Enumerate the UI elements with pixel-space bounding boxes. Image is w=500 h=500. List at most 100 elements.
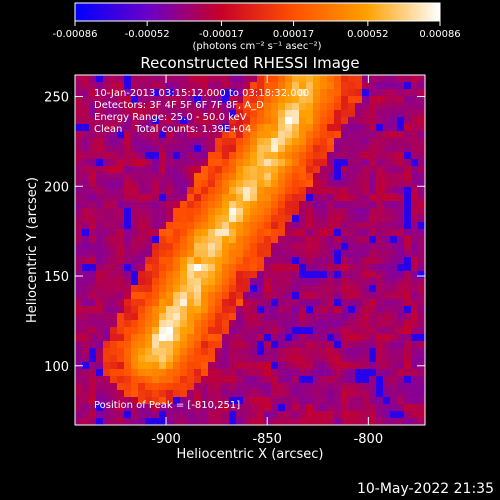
heatmap-cell [376,285,384,293]
heatmap-cell [369,334,377,342]
heatmap-cell [222,320,230,328]
x-axis: -900 -850 -800 [151,75,383,447]
heatmap-cell [250,355,258,363]
heatmap-cell [369,117,377,125]
heatmap-cell [348,313,356,321]
heatmap-cell [341,355,349,363]
heatmap-cell [327,383,335,391]
heatmap-cell [194,159,202,167]
heatmap-cell [327,103,335,111]
heatmap-cell [369,299,377,307]
heatmap-cell [75,355,83,363]
heatmap-cell [124,306,132,314]
heatmap-cell [173,362,181,370]
heatmap-cell [159,278,167,286]
heatmap-cell [369,131,377,139]
heatmap-cell [285,369,293,377]
heatmap-cell [75,376,83,384]
heatmap-cell [418,299,426,307]
heatmap-cell [355,222,363,230]
heatmap-cell [82,299,90,307]
heatmap-cell [334,285,342,293]
heatmap-cell [152,215,160,223]
heatmap-cell [208,341,216,349]
heatmap-cell [299,243,307,251]
heatmap-cell [159,103,167,111]
heatmap-cell [257,278,265,286]
heatmap-cell [236,285,244,293]
heatmap-cell [82,397,90,405]
heatmap-cell [348,243,356,251]
heatmap-cell [173,243,181,251]
heatmap-cell [110,397,118,405]
heatmap-cell [103,138,111,146]
heatmap-cell [82,362,90,370]
heatmap-cell [215,96,223,104]
heatmap-cell [159,397,167,405]
heatmap-cell [236,187,244,195]
heatmap-cell [131,278,139,286]
heatmap-cell [103,194,111,202]
heatmap-cell [313,411,321,419]
heatmap-cell [208,278,216,286]
heatmap-cell [110,131,118,139]
heatmap-cell [348,173,356,181]
heatmap-cell [187,250,195,258]
heatmap-cell [152,257,160,265]
heatmap-cell [82,278,90,286]
heatmap-cell [110,75,118,83]
heatmap-cell [145,82,153,90]
heatmap-cell [124,89,132,97]
heatmap-cell [306,264,314,272]
heatmap-cell [138,243,146,251]
heatmap-cell [222,362,230,370]
heatmap-cell [173,215,181,223]
heatmap-cell [117,397,125,405]
heatmap-cell [278,369,286,377]
heatmap-cell [201,222,209,230]
heatmap-cell [271,103,279,111]
heatmap-cell [82,411,90,419]
heatmap-cell [355,208,363,216]
heatmap-cell [418,138,426,146]
heatmap-cell [320,383,328,391]
heatmap-cell [264,411,272,419]
heatmap-cell [89,278,97,286]
heatmap-cell [411,355,419,363]
heatmap-cell [299,180,307,188]
heatmap-cell [222,376,230,384]
heatmap-cell [285,131,293,139]
heatmap-cell [110,404,118,412]
heatmap-cell [243,208,251,216]
heatmap-cell [390,390,398,398]
heatmap-cell [75,236,83,244]
heatmap-cell [201,390,209,398]
heatmap-cell [166,292,174,300]
heatmap-cell [201,82,209,90]
heatmap-cell [243,376,251,384]
heatmap-cell [250,313,258,321]
heatmap-cell [397,75,405,83]
heatmap-cell [89,341,97,349]
heatmap-cell [299,390,307,398]
heatmap-cell [215,208,223,216]
heatmap-cell [390,208,398,216]
heatmap-cell [236,166,244,174]
heatmap-cell [159,292,167,300]
heatmap-cell [215,110,223,118]
heatmap-cell [89,215,97,223]
heatmap-cell [75,411,83,419]
heatmap-cell [173,250,181,258]
heatmap-cell [257,201,265,209]
heatmap-cell [257,306,265,314]
heatmap-cell [201,383,209,391]
heatmap-cell [152,418,160,426]
heatmap-cell [418,173,426,181]
heatmap-cell [201,355,209,363]
heatmap-cell [117,264,125,272]
heatmap-cell [376,334,384,342]
heatmap-cell [362,320,370,328]
heatmap-cell [369,215,377,223]
heatmap-cell [271,173,279,181]
heatmap-cell [187,180,195,188]
